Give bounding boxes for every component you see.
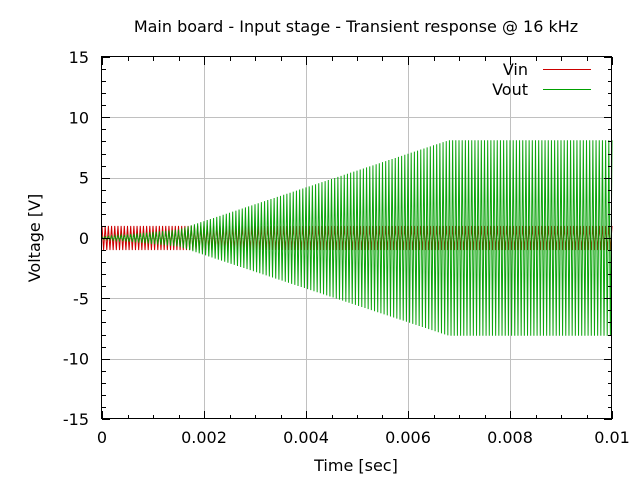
plot-frame — [101, 56, 612, 419]
x-axis-label: Time [sec] — [313, 456, 398, 475]
x-tick-label: 0.01 — [594, 428, 630, 447]
y-axis-label: Voltage [V] — [25, 194, 44, 283]
y-tick-label: -15 — [63, 410, 89, 429]
ticks — [102, 57, 613, 420]
x-tick-label: 0.002 — [181, 428, 227, 447]
y-tick-label: 10 — [69, 108, 89, 127]
series-layer — [101, 140, 613, 336]
x-tick-label: 0.008 — [487, 428, 533, 447]
chart-title: Main board - Input stage - Transient res… — [134, 17, 578, 36]
tick-labels: 0 0.002 0.004 0.006 0.008 0.01 15 10 5 0 -5 -10 -15 — [63, 48, 630, 447]
legend-label-vin: Vin — [503, 60, 528, 79]
y-tick-label: 5 — [79, 169, 89, 188]
y-tick-label: -5 — [73, 289, 89, 308]
x-tick-label: 0.006 — [385, 428, 431, 447]
y-tick-label: 0 — [79, 229, 89, 248]
x-tick-label: 0.004 — [283, 428, 329, 447]
grid — [102, 57, 612, 419]
x-tick-label: 0 — [97, 428, 107, 447]
y-tick-label: -10 — [63, 350, 89, 369]
legend-label-vout: Vout — [492, 80, 528, 99]
series-line-vout — [101, 140, 613, 336]
y-tick-label: 15 — [69, 48, 89, 67]
